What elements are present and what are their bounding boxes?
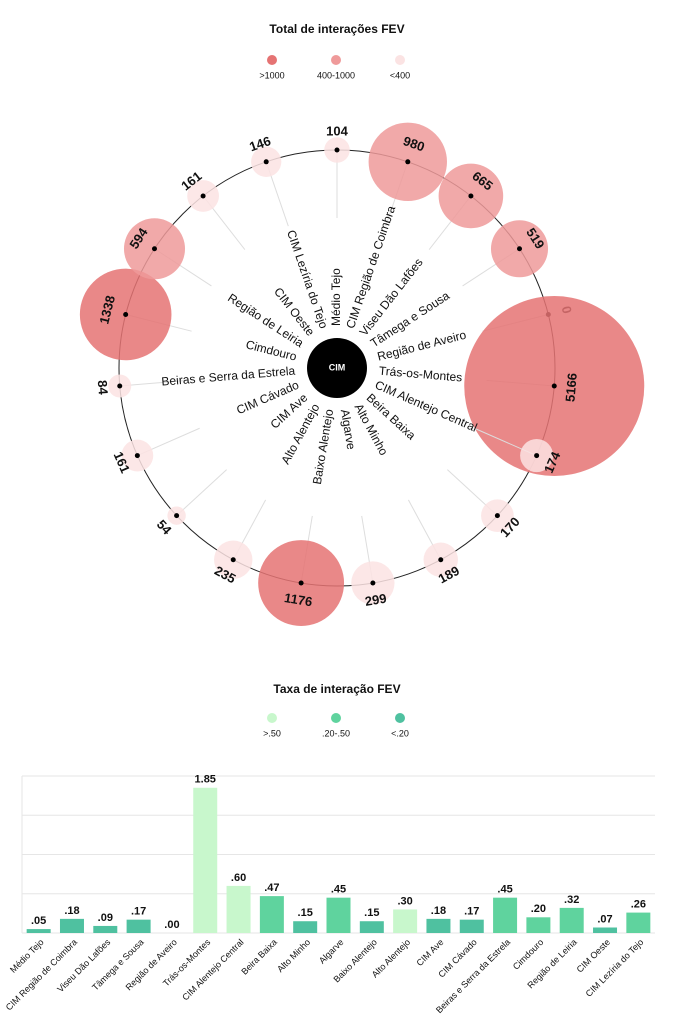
value-label: 84 bbox=[95, 380, 111, 396]
category-label: Médio Tejo bbox=[329, 268, 343, 326]
bar bbox=[493, 897, 518, 933]
legend-label: >1000 bbox=[259, 70, 284, 80]
ring-dot bbox=[298, 580, 304, 586]
ring-dot bbox=[534, 453, 540, 459]
ring-dot bbox=[151, 246, 157, 252]
value-label: .30 bbox=[397, 895, 412, 907]
value-label: 1.85 bbox=[195, 774, 216, 786]
chart-title: Taxa de interação FEV bbox=[273, 682, 400, 696]
chart-title: Total de interações FEV bbox=[269, 22, 404, 36]
x-tick-label: CIM Lezíria do Tejo bbox=[584, 937, 646, 999]
category-label: Algarve bbox=[338, 408, 359, 451]
ring-dot bbox=[468, 193, 474, 199]
legend-swatch bbox=[267, 713, 277, 723]
legend-swatch bbox=[331, 55, 341, 65]
bar bbox=[293, 921, 318, 933]
bar bbox=[193, 787, 218, 933]
bar bbox=[93, 925, 118, 933]
bar bbox=[459, 919, 484, 933]
bar bbox=[226, 885, 251, 933]
bar bbox=[593, 927, 618, 933]
category-label: Beiras e Serra da Estrela bbox=[161, 364, 296, 389]
x-tick-label: Cimdouro bbox=[511, 937, 546, 972]
bar bbox=[59, 918, 84, 933]
legend-swatch bbox=[395, 713, 405, 723]
ring-dot bbox=[117, 383, 123, 389]
legend-swatch bbox=[331, 713, 341, 723]
value-label: 980 bbox=[401, 133, 426, 154]
value-label: .32 bbox=[564, 894, 579, 906]
ring-dot bbox=[123, 311, 129, 317]
value-label: .09 bbox=[98, 912, 113, 924]
ring-dot bbox=[200, 193, 206, 199]
legend-label: .20-.50 bbox=[322, 728, 350, 738]
legend-label: <.20 bbox=[391, 728, 409, 738]
center-circle bbox=[307, 338, 367, 398]
legend-swatch bbox=[267, 55, 277, 65]
ring-dot bbox=[230, 557, 236, 563]
value-label: 1338 bbox=[96, 294, 118, 326]
ring-dot bbox=[334, 147, 340, 153]
value-label: 104 bbox=[326, 123, 348, 138]
bar bbox=[126, 919, 151, 933]
ring-dot bbox=[551, 383, 557, 389]
legend-swatch bbox=[395, 55, 405, 65]
value-label: .45 bbox=[497, 884, 512, 896]
bar bbox=[259, 896, 284, 933]
bar bbox=[426, 918, 451, 933]
legend-label: >.50 bbox=[263, 728, 281, 738]
value-label: 1176 bbox=[283, 590, 313, 609]
bar bbox=[393, 909, 418, 933]
ring-dot bbox=[174, 513, 180, 519]
ring-dot bbox=[494, 513, 500, 519]
x-tick-label: CIM Ave bbox=[415, 937, 446, 968]
value-label: .18 bbox=[431, 905, 446, 917]
spoke bbox=[176, 469, 227, 517]
bar bbox=[626, 912, 651, 933]
bar bbox=[26, 929, 51, 933]
ring-dot bbox=[405, 159, 411, 165]
bar bbox=[559, 907, 584, 933]
value-label: 146 bbox=[247, 133, 272, 154]
legend-label: 400-1000 bbox=[317, 70, 355, 80]
value-label: .00 bbox=[164, 919, 179, 931]
category-label: Trás-os-Montes bbox=[378, 364, 462, 385]
x-tick-label: CIM Alentejo Central bbox=[180, 937, 245, 1002]
ring-dot bbox=[134, 453, 140, 459]
x-tick-label: Alto Minho bbox=[275, 937, 312, 974]
value-label: .60 bbox=[231, 872, 246, 884]
center-label: CIM bbox=[329, 362, 346, 372]
bar bbox=[526, 917, 551, 933]
value-label: .47 bbox=[264, 882, 279, 894]
value-label: .45 bbox=[331, 884, 346, 896]
ring-dot bbox=[263, 159, 269, 165]
value-label: .17 bbox=[464, 906, 479, 918]
bar bbox=[359, 921, 384, 933]
ring-dot bbox=[517, 246, 523, 252]
legend-label: <400 bbox=[390, 70, 410, 80]
value-label: 299 bbox=[364, 591, 388, 609]
value-label: .26 bbox=[631, 898, 646, 910]
value-label: .15 bbox=[298, 907, 313, 919]
value-label: .15 bbox=[364, 907, 379, 919]
value-label: .05 bbox=[31, 915, 46, 927]
ring-dot bbox=[438, 557, 444, 563]
value-label: .20 bbox=[531, 903, 546, 915]
x-tick-label: Beira Baixa bbox=[239, 937, 279, 977]
value-label: .18 bbox=[64, 905, 79, 917]
x-tick-label: Algarve bbox=[317, 937, 346, 966]
ring-dot bbox=[370, 580, 376, 586]
value-label: 5166 bbox=[562, 372, 579, 402]
bar bbox=[326, 897, 351, 933]
value-label: .07 bbox=[597, 913, 612, 925]
value-label: .17 bbox=[131, 906, 146, 918]
